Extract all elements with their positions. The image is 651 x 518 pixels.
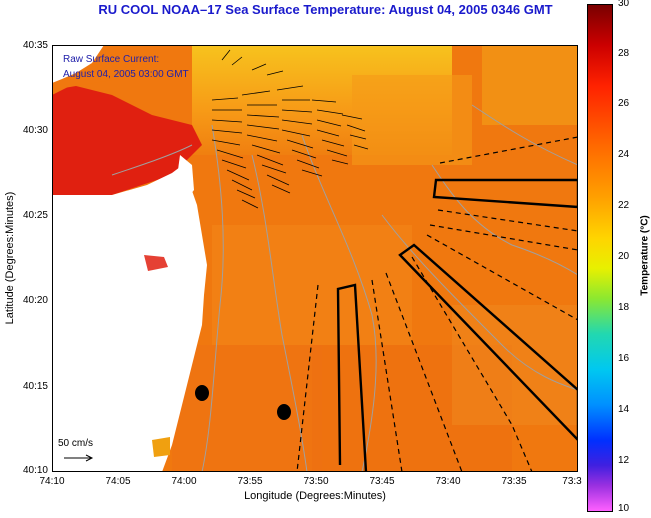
x-tick: 73:55 <box>237 476 263 487</box>
x-tick: 73:35 <box>501 476 527 487</box>
x-tick: 73:3 <box>562 476 582 487</box>
overlay-line2: August 04, 2005 03:00 GMT <box>63 69 189 80</box>
colorbar-tick: 20 <box>618 251 630 262</box>
y-axis-title: Latitude (Degrees:Minutes) <box>4 191 16 325</box>
temperature-colorbar <box>587 4 613 512</box>
y-tick: 40:20 <box>22 295 48 306</box>
land-north <box>52 45 104 83</box>
y-tick: 40:30 <box>22 125 48 136</box>
warm-water-region <box>52 85 202 195</box>
bathymetry-contours <box>111 104 578 472</box>
x-tick: 74:00 <box>171 476 197 487</box>
colorbar-tick: 26 <box>618 98 630 109</box>
x-tick: 73:40 <box>435 476 461 487</box>
y-tick: 40:25 <box>22 210 48 221</box>
colorbar-tick: 12 <box>618 455 630 466</box>
colorbar-tick: 18 <box>618 302 630 313</box>
station-marker <box>195 385 209 401</box>
colorbar-tick: 14 <box>618 404 630 415</box>
x-tick: 73:45 <box>369 476 395 487</box>
x-tick: 74:10 <box>39 476 65 487</box>
sst-map-svg <box>52 45 578 472</box>
x-axis-title: Longitude (Degrees:Minutes) <box>244 490 386 502</box>
survey-polygons <box>336 178 578 472</box>
colorbar-tick: 30 <box>618 0 630 9</box>
y-tick: 40:35 <box>22 40 48 51</box>
colorbar-tick: 22 <box>618 200 630 211</box>
colorbar-tick: 28 <box>618 48 630 59</box>
y-tick: 40:10 <box>22 465 48 476</box>
x-tick: 73:50 <box>303 476 329 487</box>
land-shore <box>52 167 207 472</box>
y-tick: 40:15 <box>22 381 48 392</box>
colorbar-tick: 24 <box>618 149 630 160</box>
scale-label: 50 cm/s <box>58 438 94 449</box>
x-tick: 74:05 <box>105 476 131 487</box>
colorbar-tick: 16 <box>618 353 630 364</box>
colorbar-title: Temperature (°C) <box>639 215 651 296</box>
station-marker <box>277 404 291 420</box>
colorbar-tick: 10 <box>618 503 630 514</box>
scale-arrow-icon <box>64 454 94 462</box>
survey-dashed-lines <box>296 136 578 472</box>
current-vectors <box>211 49 369 209</box>
sst-map[interactable] <box>52 45 578 472</box>
map-title: RU COOL NOAA–17 Sea Surface Temperature:… <box>98 2 553 17</box>
overlay-line1: Raw Surface Current: <box>63 54 160 65</box>
